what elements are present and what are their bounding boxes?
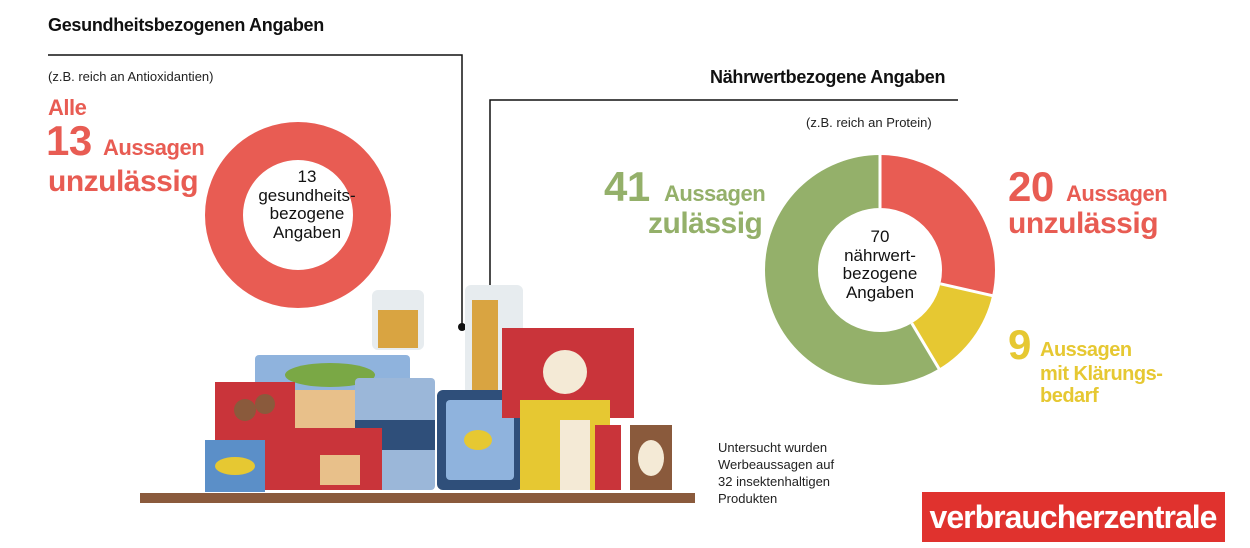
- center-total: 13: [297, 167, 317, 186]
- donut-segment: [205, 122, 391, 308]
- segment-separator: [940, 282, 994, 298]
- category-label: mit Klärungs- bedarf: [1040, 363, 1163, 407]
- center-total: 70: [870, 227, 890, 246]
- value-label: 9: [1008, 321, 1031, 368]
- value-label: 20: [1008, 163, 1054, 210]
- center-label: gesundheits- bezogene Angaben: [258, 186, 356, 242]
- leader-line: [48, 54, 463, 325]
- logo-box: [922, 492, 1225, 542]
- chart-title: Nährwertbezogene Angaben: [710, 67, 946, 87]
- unit-label: Aussagen: [1040, 339, 1132, 361]
- unit-label: Aussagen: [103, 135, 205, 160]
- segment-separator: [910, 322, 941, 371]
- chart-subtitle: (z.B. reich an Antioxidantien): [48, 69, 214, 84]
- chart-title: Gesundheitsbezogenen Angaben: [48, 15, 324, 35]
- category-label: zulässig: [648, 207, 763, 240]
- category-label: unzulässig: [1008, 207, 1159, 240]
- value-label: 13: [46, 117, 92, 164]
- leader-line: [489, 99, 958, 300]
- unit-label: Aussagen: [1066, 181, 1168, 206]
- note: Untersucht wurden Werbeaussagen auf 32 i…: [718, 440, 835, 506]
- unit-label: Aussagen: [664, 181, 766, 206]
- logo: verbraucherzentrale: [930, 499, 1217, 535]
- center-label: nährwert- bezogene Angaben: [842, 246, 918, 302]
- chart-subtitle: (z.B. reich an Protein): [806, 115, 932, 130]
- prefix-label: Alle: [48, 95, 87, 120]
- value-label: 41: [604, 163, 650, 210]
- leader-dot: [458, 323, 466, 331]
- charts: [205, 122, 995, 385]
- category-label: unzulässig: [48, 165, 199, 198]
- products-illustration: [140, 285, 695, 503]
